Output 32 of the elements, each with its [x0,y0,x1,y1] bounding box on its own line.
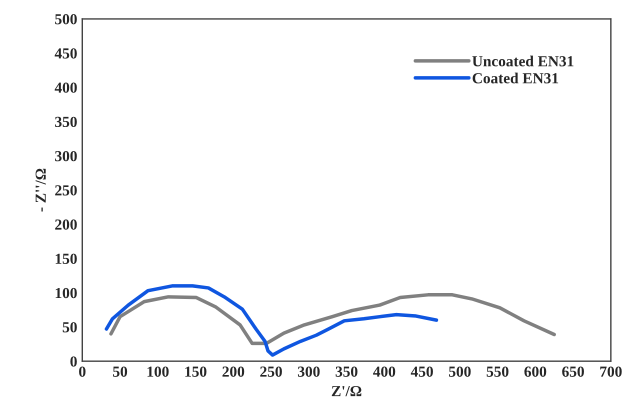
x-tick-label: 500 [448,366,471,377]
x-tick-label: 650 [562,366,584,377]
x-tick-label: 50 [113,366,128,377]
x-tick-label: 600 [524,366,546,377]
y-tick-label: 150 [56,254,77,264]
y-tick-label: 500 [55,14,77,24]
x-tick-label: 100 [148,366,169,377]
x-tick-label: 250 [260,366,282,377]
y-tick-label: 200 [55,219,77,230]
y-tick-label: 300 [55,150,77,162]
line-series [104,284,438,357]
x-axis-title: Z'/Ω [332,386,362,396]
y-tick-label: 350 [55,116,77,128]
y-tick-label: 450 [54,48,77,59]
x-tick-label: 300 [298,366,320,377]
y-axis-title: - Z''/Ω [36,168,46,212]
y-tick-label: 100 [56,288,77,298]
y-tick-label: 400 [54,82,77,93]
x-tick-label: 450 [410,366,433,377]
y-tick-label: 0 [70,356,77,367]
x-tick-label: 350 [336,366,358,377]
legend-label: Coated EN31 [472,72,558,84]
x-tick-label: 200 [222,366,244,377]
line-series [109,293,556,346]
x-tick-label: 550 [486,366,508,377]
y-tick-label: 250 [55,185,77,196]
x-tick-label: 400 [373,366,396,377]
x-tick-label: 150 [185,366,206,377]
y-tick-label: 50 [62,322,77,332]
legend-label: Uncoated EN31 [472,56,574,66]
x-tick-label: 0 [79,366,86,377]
x-tick-label: 700 [600,366,622,377]
